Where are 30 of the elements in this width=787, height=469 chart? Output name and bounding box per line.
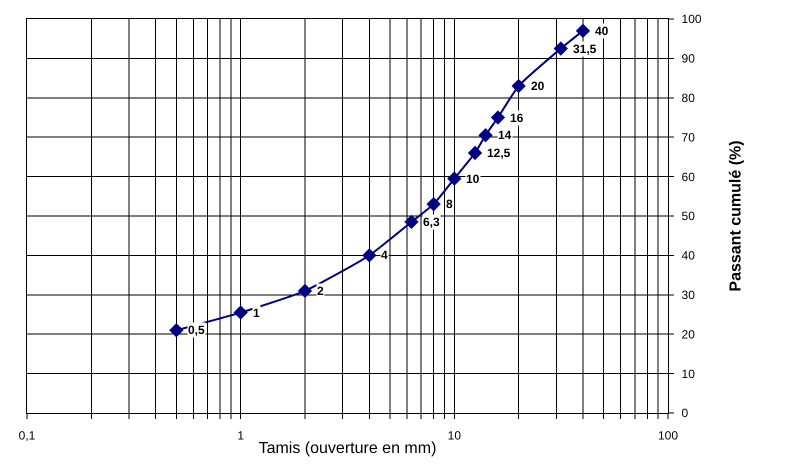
annotation: 2 [317, 284, 324, 298]
annotation: 40 [595, 24, 609, 38]
x-tick-label: 1 [237, 428, 244, 443]
y-axis-title: Passant cumulé (%) [728, 140, 745, 292]
y-tick-label: 0 [682, 406, 689, 420]
x-tick-label: 10 [448, 428, 462, 443]
annotation: 1 [253, 306, 260, 320]
annotation: 8 [446, 197, 453, 211]
annotation: 31,5 [573, 42, 597, 56]
annotation: 10 [466, 172, 480, 186]
y-tick-label: 70 [682, 130, 696, 144]
x-axis-title: Tamis (ouverture en mm) [258, 440, 436, 458]
annotation: 6,3 [423, 215, 440, 229]
x-tick-label: 0,1 [18, 428, 36, 443]
y-tick-label: 60 [682, 170, 696, 184]
annotation: 0,5 [188, 323, 206, 337]
x-tick-label: 100 [658, 428, 678, 443]
annotation: 14 [498, 128, 512, 142]
y-tick-label: 20 [682, 327, 696, 342]
y-tick-label: 50 [682, 209, 696, 224]
y-tick-label: 80 [682, 91, 696, 105]
annotation: 12,5 [487, 146, 511, 160]
annotation: 20 [531, 79, 545, 93]
y-tick-label: 90 [682, 52, 696, 66]
annotation: 4 [381, 248, 388, 262]
y-tick-label: 30 [682, 288, 696, 302]
y-tick-label: 40 [682, 248, 696, 263]
annotation: 16 [510, 111, 524, 125]
y-tick-label: 100 [682, 12, 702, 26]
y-tick-label: 10 [682, 366, 696, 381]
